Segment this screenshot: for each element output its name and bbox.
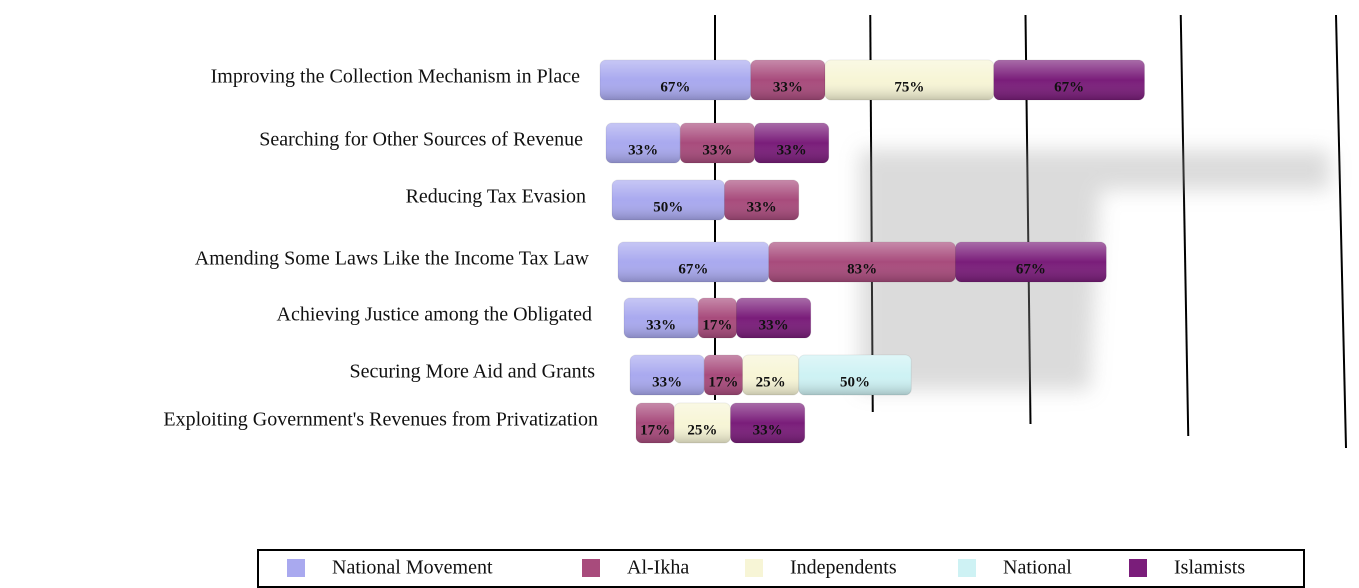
value-label: 67% xyxy=(678,261,708,277)
bar-shading xyxy=(798,355,912,395)
legend-label: National xyxy=(1003,557,1072,579)
value-label: 33% xyxy=(702,142,732,158)
bar-shading xyxy=(730,403,805,443)
bar-shading xyxy=(624,298,699,338)
value-label: 25% xyxy=(756,374,786,390)
value-label: 33% xyxy=(646,317,676,333)
bar-segment: 67% xyxy=(993,59,1145,101)
bar-shading xyxy=(754,123,829,163)
category-label: Improving the Collection Mechanism in Pl… xyxy=(211,66,580,88)
bar-segment: 33% xyxy=(750,59,826,101)
value-label: 17% xyxy=(708,374,738,390)
bar-shading xyxy=(680,123,755,163)
bar-segment: 33% xyxy=(679,122,755,164)
value-label: 67% xyxy=(1054,79,1084,95)
value-label: 25% xyxy=(687,422,717,438)
category-label: Securing More Aid and Grants xyxy=(349,361,595,383)
legend-swatch xyxy=(958,559,976,577)
bar-shading xyxy=(736,298,811,338)
legend-label: Independents xyxy=(790,557,897,579)
bar-segment: 25% xyxy=(742,354,800,396)
bar-segment: 33% xyxy=(605,122,681,164)
bar-segment: 17% xyxy=(635,402,675,444)
bar-segment: 33% xyxy=(623,297,699,339)
bar-segment: 33% xyxy=(736,297,812,339)
bar-shading xyxy=(993,60,1145,100)
bar-shading xyxy=(618,242,769,282)
value-label: 33% xyxy=(652,374,682,390)
bar-shading xyxy=(674,403,731,443)
legend-swatch xyxy=(287,559,305,577)
legend: National Movement Al-Ikha Independents Nati… xyxy=(287,557,1245,579)
legend-swatch xyxy=(1129,559,1147,577)
value-label: 17% xyxy=(702,317,732,333)
category-label: Exploiting Government's Revenues from Pr… xyxy=(163,409,598,431)
bar-segment: 17% xyxy=(697,297,737,339)
bar-segment: 67% xyxy=(617,241,770,283)
bar-segment: 75% xyxy=(824,59,995,101)
grid-line xyxy=(1179,14,1190,437)
category-label: Searching for Other Sources of Revenue xyxy=(259,129,583,151)
category-label: Amending Some Laws Like the Income Tax L… xyxy=(195,248,590,270)
legend-swatch xyxy=(745,559,763,577)
value-label: 75% xyxy=(894,79,924,95)
value-label: 50% xyxy=(653,199,683,215)
value-label: 33% xyxy=(777,142,807,158)
bar-shading xyxy=(768,242,956,282)
bar-shading xyxy=(724,180,799,220)
bars: Improving the Collection Mechanism in Pl… xyxy=(163,59,1145,444)
category-label: Reducing Tax Evasion xyxy=(406,186,586,208)
bar-shading xyxy=(636,403,675,443)
value-label: 17% xyxy=(640,422,670,438)
bar-segment: 17% xyxy=(703,354,743,396)
value-label: 33% xyxy=(773,79,803,95)
bar-shading xyxy=(630,355,705,395)
bar-segment: 33% xyxy=(724,179,800,221)
bar-segment: 33% xyxy=(629,354,705,396)
bar-segment: 50% xyxy=(798,354,912,396)
bar-shading xyxy=(612,180,725,220)
bar-segment: 50% xyxy=(611,179,725,221)
value-label: 50% xyxy=(840,374,870,390)
legend-label: Al-Ikha xyxy=(627,557,689,579)
bar-segment: 33% xyxy=(754,122,830,164)
value-label: 83% xyxy=(847,261,877,277)
category-label: Achieving Justice among the Obligated xyxy=(277,304,592,326)
bar-shading xyxy=(600,60,751,100)
bar-segment: 33% xyxy=(730,402,806,444)
value-label: 33% xyxy=(759,317,789,333)
value-label: 67% xyxy=(1016,261,1046,277)
bar-shading xyxy=(742,355,799,395)
value-label: 33% xyxy=(628,142,658,158)
bar-shading xyxy=(750,60,825,100)
bar-shading xyxy=(704,355,743,395)
value-label: 67% xyxy=(660,79,690,95)
bar-shading xyxy=(825,60,994,100)
grid-line xyxy=(1335,14,1347,449)
bar-segment: 83% xyxy=(768,241,956,283)
value-label: 33% xyxy=(747,199,777,215)
bar-shading xyxy=(606,123,681,163)
legend-swatch xyxy=(582,559,600,577)
bar-shading xyxy=(955,242,1107,282)
legend-label: Islamists xyxy=(1174,557,1245,579)
value-label: 33% xyxy=(753,422,783,438)
bar-segment: 67% xyxy=(955,241,1107,283)
bar-shading xyxy=(698,298,737,338)
bar-segment: 67% xyxy=(599,59,752,101)
legend-label: National Movement xyxy=(332,557,493,579)
bar-segment: 25% xyxy=(673,402,731,444)
